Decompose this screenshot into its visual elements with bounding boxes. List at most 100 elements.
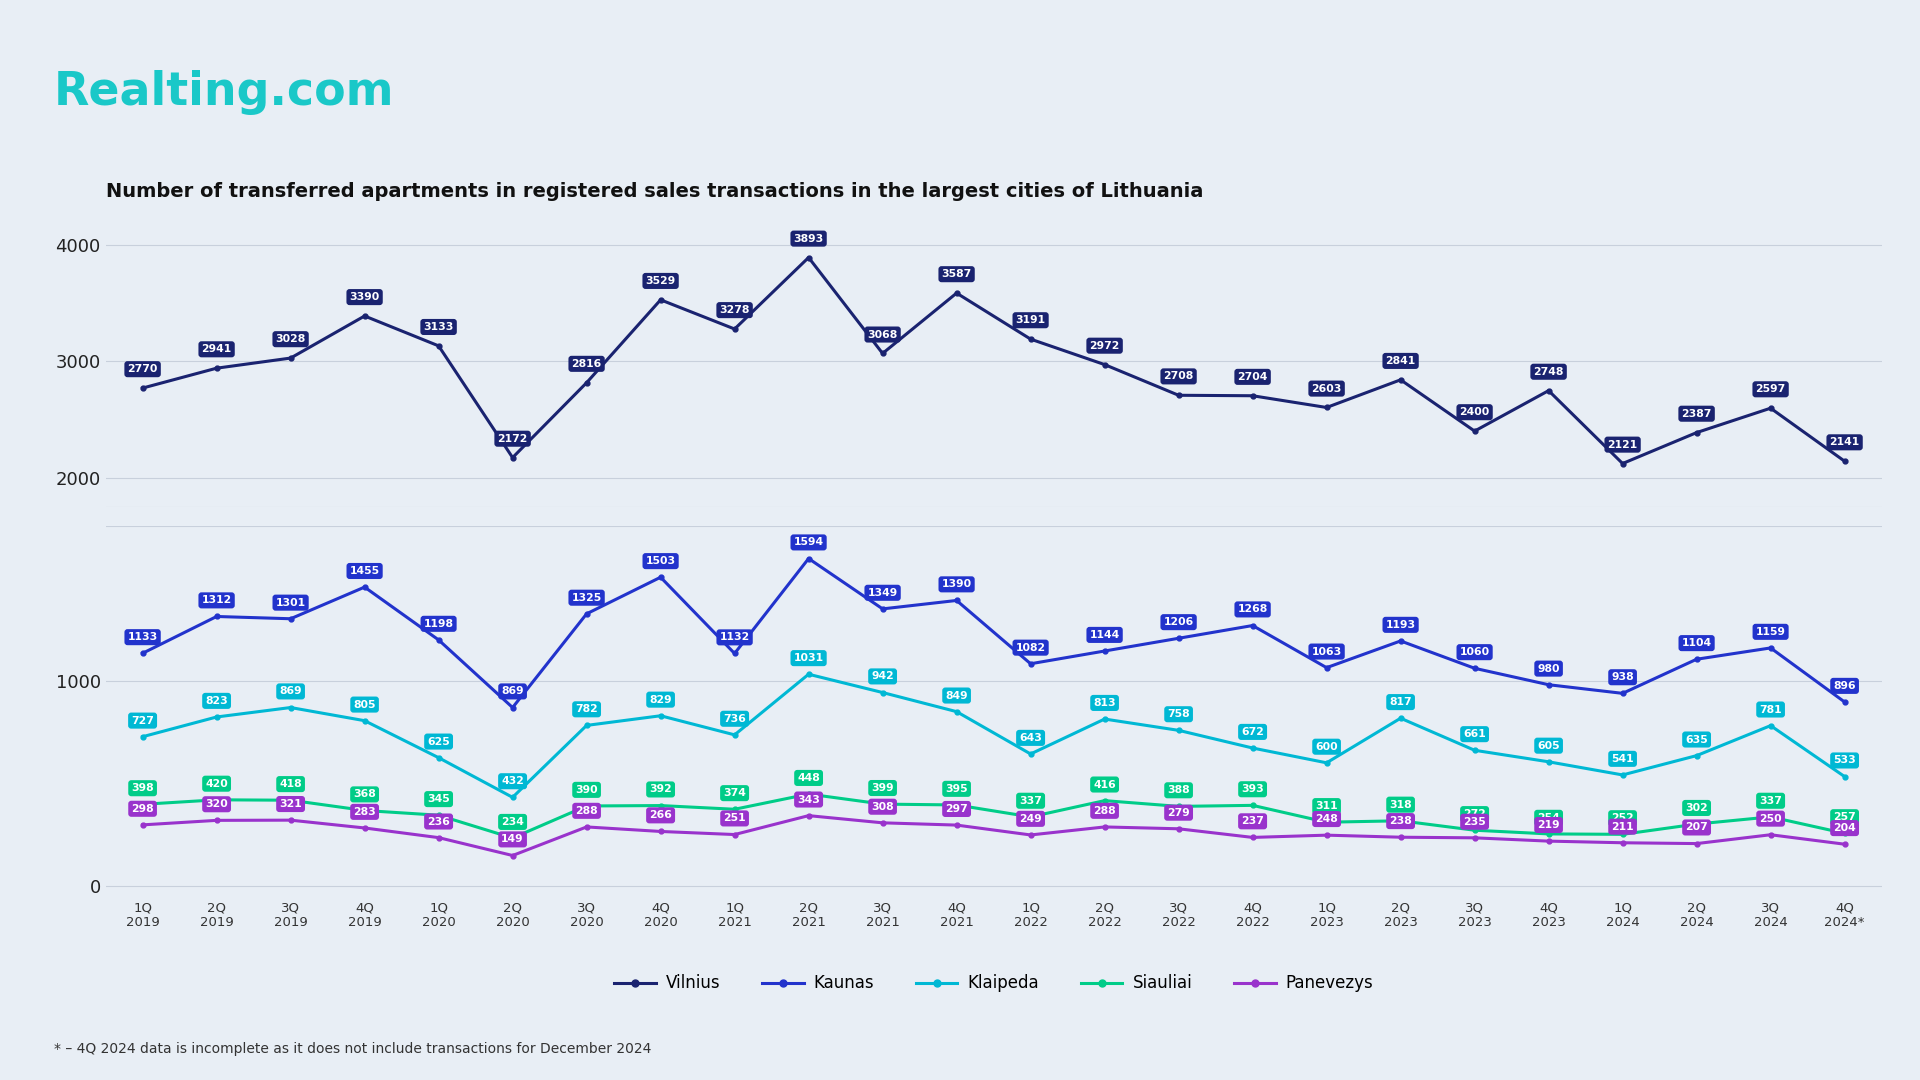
Text: 418: 418 xyxy=(278,779,301,789)
Text: 2972: 2972 xyxy=(1089,340,1119,351)
Text: 395: 395 xyxy=(945,784,968,794)
Text: 283: 283 xyxy=(353,807,376,816)
Text: 2121: 2121 xyxy=(1607,440,1638,449)
Text: 211: 211 xyxy=(1611,822,1634,832)
Text: 805: 805 xyxy=(353,700,376,710)
Text: 337: 337 xyxy=(1020,796,1043,806)
Text: 237: 237 xyxy=(1240,816,1263,826)
Text: 204: 204 xyxy=(1834,823,1857,833)
Text: 1060: 1060 xyxy=(1459,647,1490,657)
Text: 236: 236 xyxy=(426,816,449,826)
Text: 1031: 1031 xyxy=(793,653,824,663)
Text: 2172: 2172 xyxy=(497,434,528,444)
Text: 254: 254 xyxy=(1538,813,1559,823)
Text: 1144: 1144 xyxy=(1089,630,1119,640)
Text: 398: 398 xyxy=(131,783,154,793)
Text: 1312: 1312 xyxy=(202,595,232,606)
Text: 781: 781 xyxy=(1759,704,1782,715)
Text: 3390: 3390 xyxy=(349,292,380,302)
Text: 343: 343 xyxy=(797,795,820,805)
Text: 3028: 3028 xyxy=(275,334,305,345)
Text: 600: 600 xyxy=(1315,742,1338,752)
Text: 266: 266 xyxy=(649,810,672,821)
Text: 1301: 1301 xyxy=(276,597,305,608)
Text: 207: 207 xyxy=(1686,823,1709,833)
Text: 1198: 1198 xyxy=(424,619,453,629)
Text: 321: 321 xyxy=(278,799,301,809)
Text: 432: 432 xyxy=(501,777,524,786)
Text: 1268: 1268 xyxy=(1238,605,1267,615)
Text: 533: 533 xyxy=(1834,756,1857,766)
Text: 249: 249 xyxy=(1020,814,1043,824)
Text: 829: 829 xyxy=(649,694,672,704)
Text: 758: 758 xyxy=(1167,710,1190,719)
Text: 942: 942 xyxy=(872,672,895,681)
Text: 318: 318 xyxy=(1390,799,1411,810)
Text: 392: 392 xyxy=(649,784,672,795)
Text: 288: 288 xyxy=(576,806,597,815)
Text: 813: 813 xyxy=(1092,698,1116,707)
Text: 541: 541 xyxy=(1611,754,1634,764)
Text: 1104: 1104 xyxy=(1682,638,1711,648)
Text: 782: 782 xyxy=(576,704,597,714)
Text: 257: 257 xyxy=(1834,812,1857,822)
Text: 234: 234 xyxy=(501,816,524,827)
Text: 2597: 2597 xyxy=(1755,384,1786,394)
Text: 302: 302 xyxy=(1686,802,1709,813)
Text: 2400: 2400 xyxy=(1459,407,1490,417)
Text: 345: 345 xyxy=(428,794,449,805)
Text: 1503: 1503 xyxy=(645,556,676,566)
Text: 416: 416 xyxy=(1092,780,1116,789)
Text: 1082: 1082 xyxy=(1016,643,1046,652)
Text: 3893: 3893 xyxy=(793,233,824,244)
Text: 2708: 2708 xyxy=(1164,372,1194,381)
Text: 2748: 2748 xyxy=(1534,367,1563,377)
Text: 3278: 3278 xyxy=(720,306,751,315)
Text: 625: 625 xyxy=(428,737,449,746)
Text: 374: 374 xyxy=(724,788,747,798)
Text: 1390: 1390 xyxy=(941,579,972,590)
Text: 1594: 1594 xyxy=(793,538,824,548)
Text: Realting.com: Realting.com xyxy=(54,70,394,116)
Text: 250: 250 xyxy=(1759,813,1782,824)
Text: 896: 896 xyxy=(1834,680,1857,691)
Text: 448: 448 xyxy=(797,773,820,783)
Text: 2603: 2603 xyxy=(1311,383,1342,393)
Text: 2141: 2141 xyxy=(1830,437,1860,447)
Text: 869: 869 xyxy=(501,687,524,697)
Text: 1455: 1455 xyxy=(349,566,380,576)
Text: 235: 235 xyxy=(1463,816,1486,826)
Text: 368: 368 xyxy=(353,789,376,799)
Text: 869: 869 xyxy=(278,687,301,697)
Text: 288: 288 xyxy=(1092,806,1116,815)
Legend: Vilnius, Kaunas, Klaipeda, Siauliai, Panevezys: Vilnius, Kaunas, Klaipeda, Siauliai, Pan… xyxy=(607,968,1380,999)
Text: 938: 938 xyxy=(1611,672,1634,683)
Text: 393: 393 xyxy=(1240,784,1263,794)
Text: 3587: 3587 xyxy=(941,269,972,280)
Text: 219: 219 xyxy=(1538,820,1559,831)
Text: 1325: 1325 xyxy=(572,593,601,603)
Text: 3191: 3191 xyxy=(1016,315,1046,325)
Text: 238: 238 xyxy=(1390,816,1411,826)
Text: 3133: 3133 xyxy=(424,322,453,332)
Text: 337: 337 xyxy=(1759,796,1782,806)
Text: 1206: 1206 xyxy=(1164,617,1194,627)
Text: 727: 727 xyxy=(131,716,154,726)
Text: Number of transferred apartments in registered sales transactions in the largest: Number of transferred apartments in regi… xyxy=(106,181,1204,201)
Text: 279: 279 xyxy=(1167,808,1190,818)
Text: 248: 248 xyxy=(1315,814,1338,824)
Text: 672: 672 xyxy=(1240,727,1263,737)
Text: 1133: 1133 xyxy=(127,632,157,643)
Text: 251: 251 xyxy=(724,813,745,823)
Text: 2770: 2770 xyxy=(127,364,157,374)
Text: 1132: 1132 xyxy=(720,633,749,643)
Text: 849: 849 xyxy=(945,690,968,701)
Text: 3529: 3529 xyxy=(645,275,676,286)
Text: 420: 420 xyxy=(205,779,228,788)
Text: 298: 298 xyxy=(131,804,154,813)
Text: 399: 399 xyxy=(872,783,895,793)
Text: 736: 736 xyxy=(724,714,747,724)
Text: 388: 388 xyxy=(1167,785,1190,795)
Text: 2387: 2387 xyxy=(1682,408,1713,419)
Text: 320: 320 xyxy=(205,799,228,809)
